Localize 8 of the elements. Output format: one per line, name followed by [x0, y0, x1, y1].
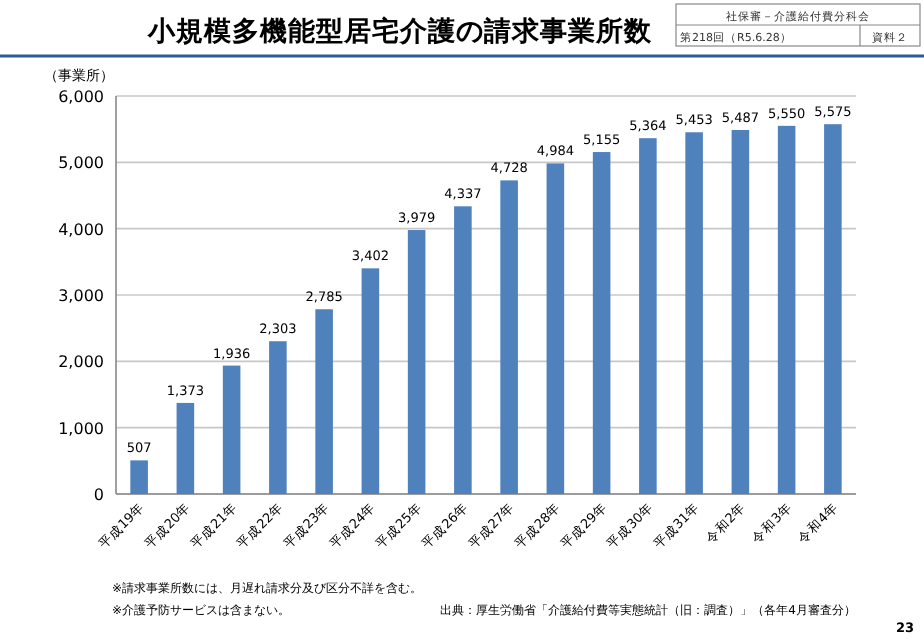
- y-tick-label: 5,000: [58, 154, 104, 173]
- y-tick-label: 1,000: [58, 419, 104, 438]
- y-tick-label: 3,000: [58, 287, 104, 305]
- title: 小規模多機能型居宅介護の請求事業所数: [148, 16, 652, 48]
- y-tick-label: 0: [93, 486, 104, 504]
- y-tick-label: 6,000: [58, 88, 104, 106]
- y-tick-label: 4,000: [58, 220, 104, 239]
- y-tick-label: 2,000: [58, 353, 104, 372]
